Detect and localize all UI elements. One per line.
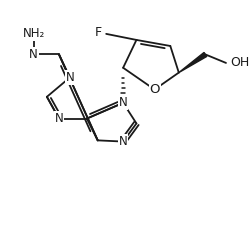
Text: N: N [118,135,127,148]
Text: F: F [94,26,102,39]
Text: OH: OH [229,56,249,69]
Text: N: N [29,48,38,61]
Text: NH₂: NH₂ [22,27,45,40]
Text: O: O [149,83,159,96]
Text: N: N [65,71,74,84]
Polygon shape [178,53,206,73]
Text: N: N [54,112,63,125]
Text: N: N [118,96,127,109]
